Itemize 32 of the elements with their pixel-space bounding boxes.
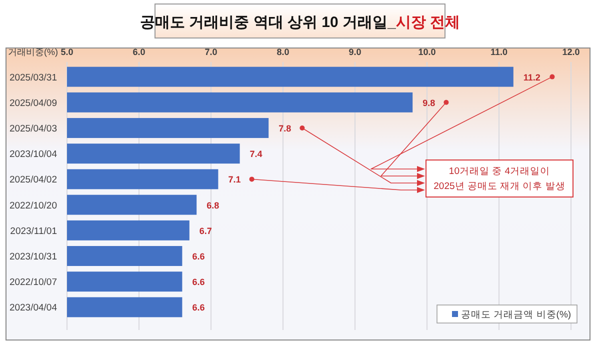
data-label: 9.8 — [422, 98, 436, 108]
y-tick-label: 2023/04/04 — [9, 302, 57, 314]
x-tick-label: 8.0 — [276, 47, 290, 57]
y-tick-label: 2025/04/03 — [9, 124, 57, 134]
x-tick-label: 5.0 — [60, 47, 74, 57]
y-tick-label: 2025/04/02 — [9, 174, 57, 186]
data-label: 6.6 — [192, 277, 205, 288]
y-tick-label: 2023/10/31 — [9, 252, 57, 262]
chart-title: 공매도 거래비중 역대 상위 10 거래일_시장 전체 — [140, 14, 460, 31]
y-tick-label: 2022/10/20 — [9, 200, 57, 212]
data-label: 6.7 — [199, 226, 212, 236]
x-tick-label: 12.0 — [562, 47, 580, 57]
data-label: 6.8 — [206, 200, 220, 210]
y-tick-label: 2023/11/01 — [10, 226, 57, 237]
x-tick-label: 10.0 — [418, 47, 436, 57]
x-tick-label: 6.0 — [132, 47, 146, 57]
legend-label: 공매도 거래금액 비중(%) — [461, 310, 572, 320]
y-tick-label: 2022/10/07 — [9, 277, 57, 288]
data-label: 7.1 — [228, 174, 241, 185]
data-label: 6.6 — [192, 302, 205, 313]
x-tick-label: 9.0 — [348, 47, 362, 57]
data-label: 7.8 — [278, 124, 292, 134]
x-tick-label: 7.0 — [204, 47, 218, 57]
y-tick-label: 2025/03/31 — [9, 72, 57, 84]
y-tick-label: 2023/10/04 — [9, 149, 57, 160]
data-label: 6.6 — [192, 252, 205, 262]
x-axis-title: 거래비중(%) — [8, 47, 58, 57]
data-label: 11.2 — [523, 72, 540, 82]
annotation: 10거래일 중 4거래일이 2025년 공매도 재개 이후 발생 — [434, 166, 566, 192]
x-tick-label: 11.0 — [490, 47, 508, 57]
data-label: 7.4 — [250, 149, 262, 160]
y-tick-label: 2025/04/09 — [9, 98, 57, 109]
